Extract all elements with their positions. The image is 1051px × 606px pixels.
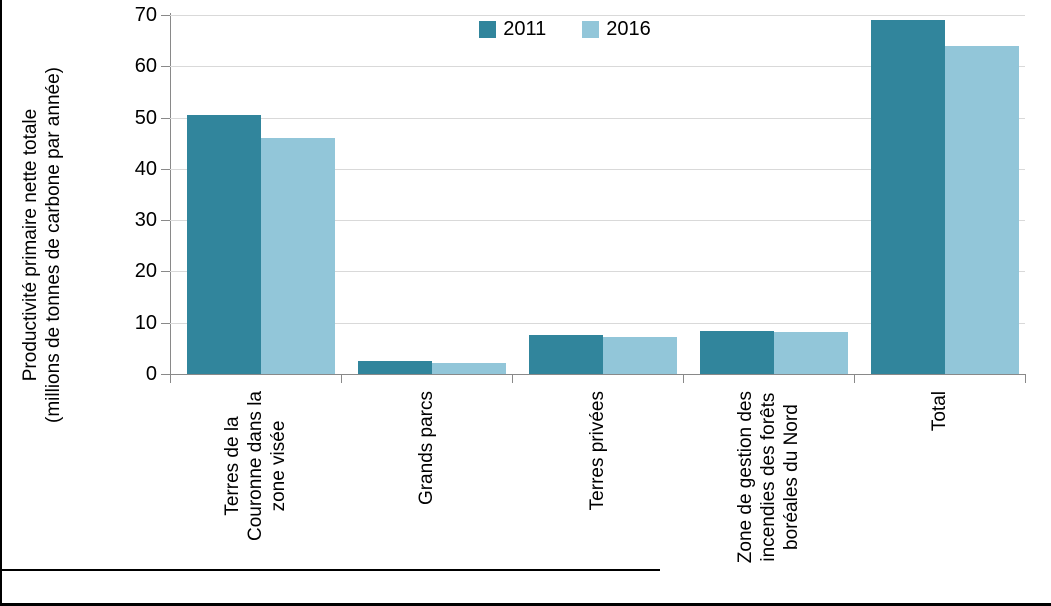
- y-tick-60: [161, 66, 170, 67]
- y-axis-line: [170, 13, 171, 383]
- gridline-20: [170, 271, 1025, 272]
- y-axis-title: Productivité primaire nette totale (mill…: [20, 67, 64, 423]
- y-tick-30: [161, 220, 170, 221]
- x-category-label-4: Zone de gestion des incendies des forêts…: [735, 391, 802, 564]
- x-tick-4: [854, 374, 855, 383]
- x-axis-line: [161, 374, 1025, 375]
- gridline-60: [170, 66, 1025, 67]
- legend-swatch-2011: [479, 20, 497, 38]
- y-tick-label-70: 70: [134, 4, 157, 26]
- y-tick-label-60: 60: [134, 55, 157, 77]
- x-tick-0: [170, 374, 171, 383]
- gridline-50: [170, 118, 1025, 119]
- legend-swatch-2016: [582, 20, 600, 38]
- bar-2011-cat3: [529, 335, 603, 374]
- x-category-label-3: Terres privées: [587, 391, 608, 511]
- bar-2011-cat4: [700, 331, 774, 374]
- bar-2016-cat4: [774, 332, 848, 374]
- y-tick-70: [161, 15, 170, 16]
- x-tick-3: [683, 374, 684, 383]
- y-tick-20: [161, 271, 170, 272]
- y-tick-label-50: 50: [134, 107, 157, 129]
- chart-legend: 2011 2016: [170, 18, 960, 40]
- figure-left-border: [0, 0, 2, 606]
- y-tick-50: [161, 118, 170, 119]
- bar-2016-cat2: [432, 363, 506, 374]
- bar-2016-cat1: [261, 138, 335, 374]
- x-tick-2: [512, 374, 513, 383]
- x-category-label-1: Terres de la Couronne dans la zone visée: [222, 391, 289, 541]
- y-tick-label-10: 10: [134, 312, 157, 334]
- bar-2011-cat1: [187, 115, 261, 374]
- figure-bottom-border: [0, 603, 1051, 606]
- gridline-30: [170, 220, 1025, 221]
- x-tick-1: [341, 374, 342, 383]
- legend-item-2016: 2016: [582, 18, 651, 40]
- y-tick-label-20: 20: [134, 260, 157, 282]
- gridline-10: [170, 323, 1025, 324]
- bar-2016-cat3: [603, 337, 677, 374]
- bar-2016-cat5: [945, 46, 1019, 374]
- gridline-40: [170, 169, 1025, 170]
- y-tick-label-30: 30: [134, 209, 157, 231]
- x-tick-5: [1025, 374, 1026, 383]
- bar-2011-cat2: [358, 361, 432, 374]
- y-tick-10: [161, 323, 170, 324]
- figure-bottom-rule: [0, 569, 660, 571]
- y-tick-0: [161, 374, 170, 375]
- bar-2011-cat5: [871, 20, 945, 374]
- legend-item-2011: 2011: [479, 18, 546, 40]
- gridline-70: [170, 15, 1025, 16]
- y-tick-label-0: 0: [145, 363, 157, 385]
- x-category-label-5: Total: [929, 391, 950, 432]
- y-tick-40: [161, 169, 170, 170]
- legend-label-2016: 2016: [606, 18, 651, 40]
- y-tick-label-40: 40: [134, 158, 157, 180]
- x-category-label-2: Grands parcs: [416, 391, 437, 506]
- legend-label-2011: 2011: [503, 18, 547, 40]
